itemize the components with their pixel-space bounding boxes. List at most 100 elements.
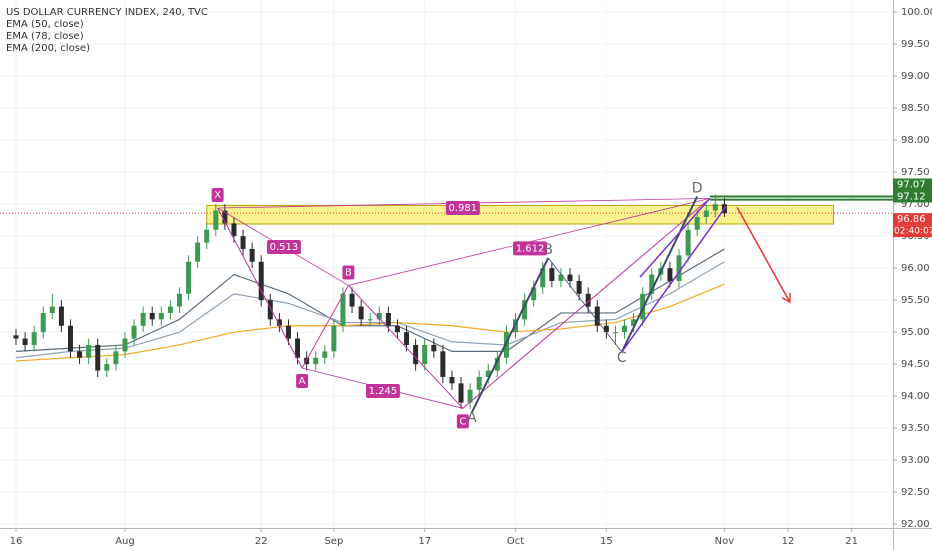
x-tick-label: 21 bbox=[845, 536, 858, 547]
candle-body bbox=[340, 293, 346, 326]
pattern-label-box bbox=[456, 414, 469, 429]
candle-body bbox=[149, 312, 155, 320]
pattern-label-box bbox=[342, 265, 355, 280]
price-badge bbox=[893, 213, 932, 226]
candle-body bbox=[213, 210, 219, 230]
abcd-leg bbox=[547, 257, 623, 353]
candle-body bbox=[712, 204, 718, 211]
candle-body bbox=[222, 210, 228, 224]
ratio-box bbox=[365, 384, 400, 399]
candle-body bbox=[413, 344, 419, 365]
candle-body bbox=[449, 376, 455, 384]
candle-body bbox=[485, 370, 491, 377]
x-tick-label: Aug bbox=[115, 536, 135, 547]
candle-body bbox=[131, 325, 137, 339]
candle-body bbox=[204, 229, 210, 243]
candle-body bbox=[240, 236, 246, 249]
candle-body bbox=[349, 293, 355, 307]
channel-line bbox=[639, 197, 711, 278]
candle-body bbox=[685, 229, 691, 256]
candle-body bbox=[522, 300, 528, 320]
candle-body bbox=[322, 351, 328, 358]
abcd-label: A bbox=[467, 410, 477, 426]
x-tick-label: 22 bbox=[255, 536, 268, 547]
candle-body bbox=[167, 306, 173, 313]
candle-body bbox=[694, 216, 700, 230]
y-tick-label: 98.50 bbox=[901, 103, 930, 114]
y-tick-label: 92.00 bbox=[901, 519, 930, 530]
candle-body bbox=[404, 332, 410, 345]
x-tick-label: 12 bbox=[782, 536, 795, 547]
pattern-label: A bbox=[299, 376, 306, 387]
abcd-label: B bbox=[543, 242, 553, 258]
candle-body bbox=[31, 332, 37, 345]
ratio-label: 1.245 bbox=[369, 386, 398, 397]
candle-body bbox=[385, 312, 391, 326]
candle-body bbox=[86, 344, 92, 358]
zone bbox=[206, 204, 834, 225]
countdown-badge bbox=[893, 225, 932, 238]
candle-body bbox=[285, 325, 291, 339]
candle-body bbox=[22, 338, 28, 345]
ratio-box bbox=[266, 240, 301, 255]
y-tick-label: 98.00 bbox=[901, 135, 930, 146]
pattern-label: C bbox=[459, 416, 466, 427]
y-tick-label: 92.50 bbox=[901, 487, 930, 498]
candle-body bbox=[394, 325, 400, 333]
price-badge-label: 97.12 bbox=[897, 191, 926, 202]
x-tick-label: 15 bbox=[600, 536, 613, 547]
y-tick-label: 99.50 bbox=[901, 39, 930, 50]
candle-body bbox=[95, 344, 101, 371]
candle-body bbox=[258, 261, 264, 301]
candle-body bbox=[640, 293, 646, 320]
candle-body bbox=[622, 325, 628, 333]
candle-body bbox=[703, 210, 709, 217]
y-tick-label: 93.50 bbox=[901, 423, 930, 434]
candle-body bbox=[531, 287, 537, 301]
candle-body bbox=[249, 248, 255, 262]
candle-body bbox=[603, 325, 609, 333]
candle-body bbox=[576, 280, 582, 294]
candle-body bbox=[440, 351, 446, 377]
candle-body bbox=[676, 255, 682, 281]
candle-body bbox=[422, 344, 428, 365]
legend: US DOLLAR CURRENCY INDEX, 240, TVC EMA (… bbox=[6, 7, 208, 54]
arrow-line bbox=[736, 206, 791, 303]
candle-body bbox=[158, 312, 164, 320]
candle-body bbox=[313, 357, 319, 365]
y-tick-label: 93.00 bbox=[901, 455, 930, 466]
candle-body bbox=[77, 351, 83, 358]
candle-body bbox=[558, 274, 564, 281]
candle-body bbox=[567, 274, 573, 281]
candle-body bbox=[104, 364, 110, 371]
candle-body bbox=[58, 306, 64, 326]
harmonic-leg bbox=[301, 285, 349, 369]
ratio-label: 1.612 bbox=[516, 243, 545, 254]
arrow-head bbox=[781, 293, 791, 304]
harmonic-leg bbox=[348, 285, 464, 409]
candle-body bbox=[376, 312, 382, 320]
harmonic-leg bbox=[217, 207, 303, 369]
candle-body bbox=[667, 268, 673, 281]
pattern-label-box bbox=[211, 188, 224, 202]
candle-body bbox=[458, 383, 464, 403]
x-tick-label: Nov bbox=[715, 536, 735, 547]
pattern-label-box bbox=[296, 374, 309, 388]
abcd-leg bbox=[620, 196, 699, 353]
abcd-leg bbox=[471, 257, 550, 413]
y-tick-label: 96.00 bbox=[901, 263, 930, 274]
candle-body bbox=[67, 325, 73, 352]
candle-body bbox=[540, 268, 546, 288]
countdown-label: 02:40:07 bbox=[894, 227, 932, 237]
ratio-label: 0.981 bbox=[449, 203, 478, 214]
y-tick-label: 97.00 bbox=[901, 199, 930, 210]
ratio-box bbox=[445, 201, 480, 215]
candle-body bbox=[49, 306, 55, 313]
y-tick-label: 94.50 bbox=[901, 359, 930, 370]
candle-body bbox=[176, 293, 182, 307]
x-tick-label: Oct bbox=[507, 536, 524, 547]
ratio-box bbox=[513, 241, 548, 256]
candle-body bbox=[40, 312, 46, 333]
